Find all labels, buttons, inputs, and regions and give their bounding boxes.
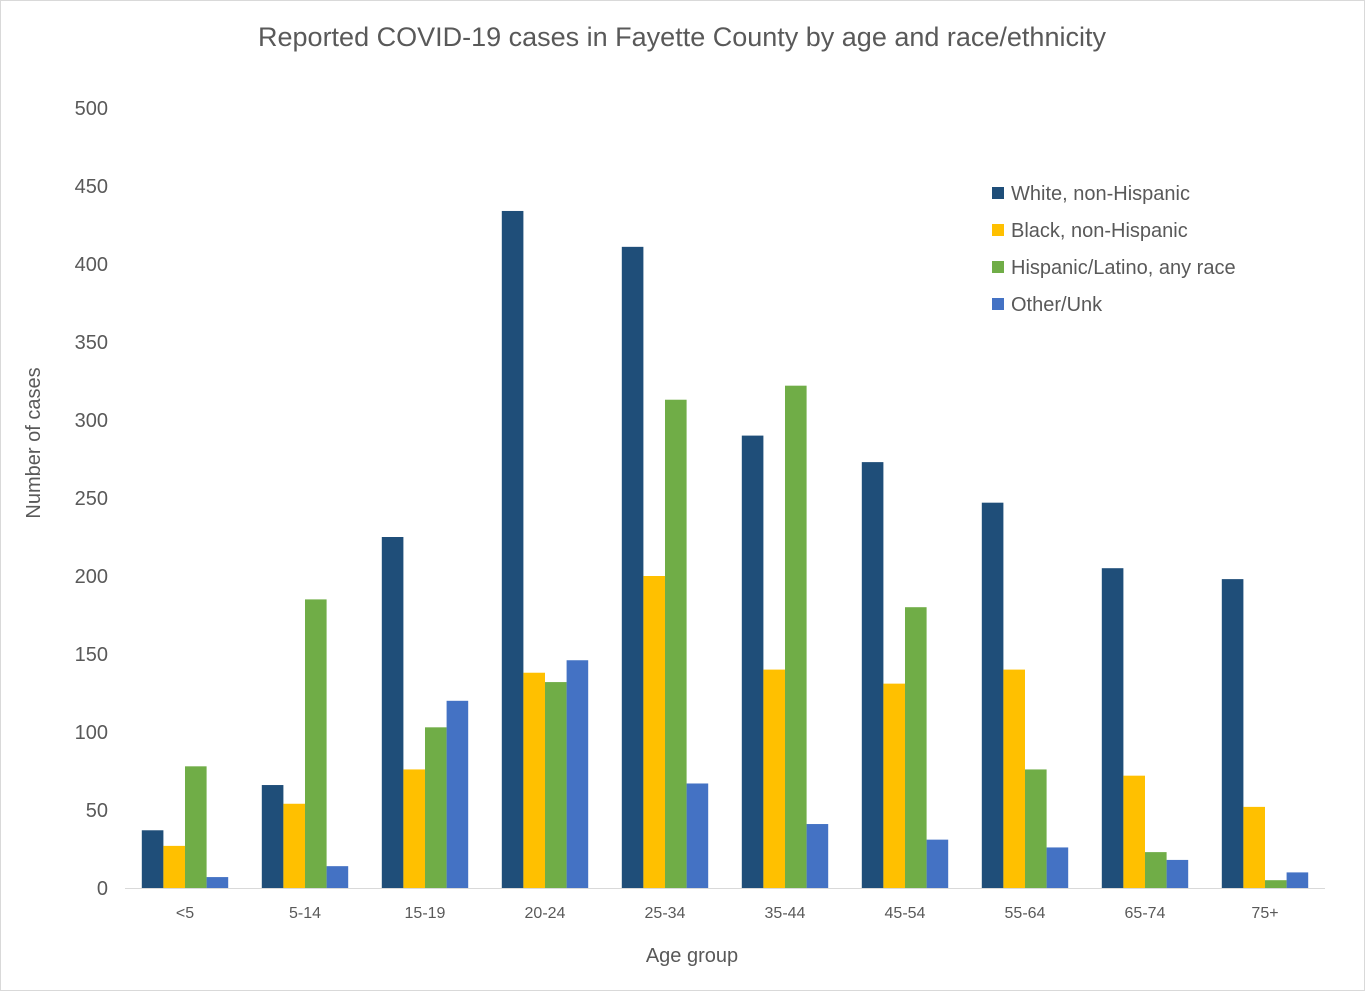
y-axis-ticks: 0 50 100 150 200 250 300 350 400 450 500 xyxy=(75,98,108,900)
y-tick-label: 500 xyxy=(75,98,108,120)
x-tick-label: 35-44 xyxy=(765,905,806,922)
bar xyxy=(283,803,305,888)
x-tick-label: 5-14 xyxy=(289,905,321,922)
x-tick-label: 20-24 xyxy=(525,905,566,922)
bar xyxy=(501,210,524,888)
bar xyxy=(403,769,425,888)
y-tick-label: 350 xyxy=(75,332,108,354)
bars xyxy=(141,210,1309,889)
bar xyxy=(566,660,589,888)
bar xyxy=(1003,669,1025,888)
bar xyxy=(1046,847,1069,888)
y-tick-label: 50 xyxy=(86,800,108,822)
bar xyxy=(665,399,687,888)
bar xyxy=(1123,775,1145,888)
legend-label: White, non-Hispanic xyxy=(1011,183,1190,205)
legend-label: Other/Unk xyxy=(1011,294,1103,316)
bar xyxy=(141,830,164,888)
bar xyxy=(523,672,545,888)
y-tick-label: 150 xyxy=(75,644,108,666)
bar xyxy=(545,682,567,888)
bar xyxy=(206,877,229,888)
bar xyxy=(446,700,469,888)
legend-swatch xyxy=(992,224,1004,236)
bar xyxy=(1101,568,1124,888)
legend-swatch xyxy=(992,187,1004,199)
bar xyxy=(1265,880,1287,888)
bar xyxy=(185,766,207,888)
x-tick-label: 45-54 xyxy=(885,905,926,922)
bar xyxy=(883,683,905,888)
bar xyxy=(1243,806,1265,888)
legend: White, non-Hispanic Black, non-Hispanic Hi… xyxy=(992,183,1236,316)
y-tick-label: 0 xyxy=(97,878,108,900)
x-tick-label: 75+ xyxy=(1251,905,1278,922)
x-tick-label: <5 xyxy=(176,905,194,922)
legend-label: Hispanic/Latino, any race xyxy=(1011,257,1236,279)
bar xyxy=(1166,859,1189,888)
x-axis-label: Age group xyxy=(646,945,738,967)
bar xyxy=(981,502,1004,888)
bar xyxy=(741,435,764,888)
bar xyxy=(905,607,927,888)
bar xyxy=(926,839,949,888)
x-tick-label: 15-19 xyxy=(405,905,446,922)
chart-title: Reported COVID-19 cases in Fayette Count… xyxy=(258,22,1106,52)
bar xyxy=(305,599,327,888)
y-tick-label: 450 xyxy=(75,176,108,198)
x-axis-ticks: <5 5-14 15-19 20-24 25-34 35-44 45-54 55-64 65-7… xyxy=(176,905,1279,922)
bar xyxy=(763,669,785,888)
bar xyxy=(1025,769,1047,888)
bar xyxy=(861,462,884,888)
y-tick-label: 100 xyxy=(75,722,108,744)
bar xyxy=(785,385,807,888)
bar xyxy=(381,537,404,888)
x-tick-label: 55-64 xyxy=(1005,905,1046,922)
legend-label: Black, non-Hispanic xyxy=(1011,220,1188,242)
y-tick-label: 200 xyxy=(75,566,108,588)
x-tick-label: 65-74 xyxy=(1125,905,1166,922)
legend-swatch xyxy=(992,261,1004,273)
y-tick-label: 300 xyxy=(75,410,108,432)
bar xyxy=(643,576,665,888)
bar xyxy=(1286,872,1309,888)
y-axis-label: Number of cases xyxy=(23,367,45,518)
bar xyxy=(163,845,185,888)
bar xyxy=(261,785,284,888)
x-tick-label: 25-34 xyxy=(645,905,686,922)
legend-swatch xyxy=(992,298,1004,310)
bar xyxy=(806,824,829,888)
bar xyxy=(1145,852,1167,888)
bar xyxy=(1221,579,1244,888)
y-tick-label: 250 xyxy=(75,488,108,510)
bar xyxy=(686,783,709,888)
bar xyxy=(326,866,349,888)
bar xyxy=(621,246,644,889)
bar xyxy=(425,727,447,888)
y-tick-label: 400 xyxy=(75,254,108,276)
